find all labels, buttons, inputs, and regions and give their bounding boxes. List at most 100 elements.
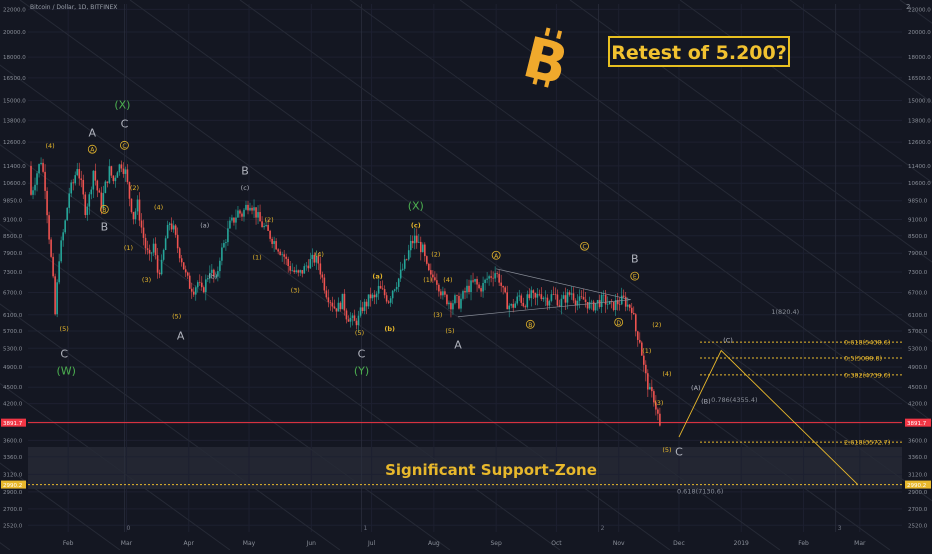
level-label: 0.382(4739.0) — [844, 371, 890, 379]
y-tick-label-right: 15000.0 — [908, 99, 931, 105]
candle-body — [534, 292, 537, 298]
candle-body — [88, 194, 91, 207]
wave-label: (X) — [408, 199, 424, 212]
candle-body — [395, 286, 398, 290]
candle-body — [86, 206, 89, 216]
candle-body — [166, 224, 169, 239]
candle-body — [608, 301, 611, 305]
candle-body — [219, 260, 221, 272]
wave-label: (2) — [130, 184, 139, 192]
candle-body — [446, 294, 448, 305]
candle-body — [327, 297, 330, 303]
candle-body — [124, 169, 127, 174]
wave-label: (W) — [56, 364, 75, 377]
wave-label-circle — [525, 319, 535, 329]
candle-body — [194, 287, 197, 295]
candle-body — [269, 230, 271, 239]
wave-label-circle — [87, 144, 97, 154]
candle-body — [237, 210, 239, 218]
candle-body — [448, 302, 450, 305]
candle-body — [178, 248, 181, 259]
candle-body — [74, 175, 77, 184]
candle-body — [38, 164, 40, 174]
x-tick-label: Nov — [613, 540, 625, 547]
candle-body — [532, 290, 535, 293]
candle-body — [568, 292, 571, 295]
candle-body — [452, 303, 454, 310]
candle-body — [345, 310, 348, 320]
candle-body — [257, 212, 259, 218]
candle-body — [136, 199, 139, 212]
y-tick-label-left: 3600.0 — [3, 438, 23, 444]
candle-body — [309, 259, 312, 269]
x-tick-label: Apr — [184, 540, 195, 547]
candle-body — [84, 194, 87, 216]
candle-body — [108, 166, 111, 183]
candle-body — [144, 237, 147, 249]
candle-body — [586, 301, 589, 309]
axis-price-tag-label: 3891.7 — [3, 421, 23, 427]
wave-label: B — [631, 252, 639, 265]
candle-body — [516, 296, 519, 304]
candle-body — [301, 270, 304, 274]
candle-body — [331, 302, 334, 307]
y-tick-label-right: 5700.0 — [908, 329, 928, 335]
candle-body — [651, 386, 653, 392]
candle-body — [48, 215, 50, 240]
candle-body — [417, 241, 420, 243]
wave-label: (Y) — [354, 364, 369, 377]
wave-label: C — [122, 143, 126, 150]
candle-body — [231, 217, 233, 221]
y-tick-label-left: 12600.0 — [3, 140, 26, 146]
candle-body — [104, 181, 107, 194]
candle-body — [450, 302, 452, 310]
candle-body — [184, 269, 187, 273]
candle-body — [343, 293, 346, 311]
y-tick-label-left: 8500.0 — [3, 234, 23, 240]
candle-body — [620, 295, 623, 305]
y-tick-label-left: 11400.0 — [3, 164, 26, 170]
candle-body — [554, 294, 557, 295]
wave-label: (a) — [200, 222, 209, 230]
candle-body — [190, 288, 193, 292]
wave-label: (a) — [372, 273, 382, 281]
candle-body — [146, 248, 149, 250]
candle-body — [480, 288, 482, 292]
x-tick-label: Feb — [63, 540, 74, 547]
y-tick-label-right: 6700.0 — [908, 290, 928, 296]
candle-body — [249, 207, 251, 211]
candle-body — [203, 287, 205, 293]
candle-body — [46, 190, 48, 216]
candle-body — [405, 259, 408, 260]
y-tick-label-right: 4500.0 — [908, 385, 928, 391]
diagonal-line — [569, 0, 932, 263]
candle-body — [311, 254, 314, 260]
wave-label: (5) — [445, 327, 454, 335]
y-tick-label-right: 16500.0 — [908, 76, 931, 82]
wave-label: (1) — [423, 276, 432, 284]
candle-body — [643, 355, 645, 365]
candle-body — [460, 298, 462, 309]
y-tick-label-left: 9100.0 — [3, 218, 23, 224]
y-tick-label-left: 22000.0 — [3, 7, 26, 13]
candle-body — [245, 204, 247, 210]
wave-label: (2) — [264, 216, 273, 224]
candle-body — [361, 307, 364, 312]
wave-label: B — [528, 322, 532, 329]
y-tick-label-left: 7300.0 — [3, 270, 23, 276]
candle-body — [514, 303, 517, 308]
candle-body — [576, 300, 579, 306]
y-tick-label-left: 18000.0 — [3, 55, 26, 61]
candle-body — [138, 199, 141, 221]
candle-body — [114, 177, 117, 182]
diagonal-line — [0, 382, 231, 551]
candle-body — [118, 164, 121, 173]
diagonal-line — [0, 64, 671, 551]
candle-body — [616, 300, 619, 305]
candle-body — [154, 243, 157, 256]
candle-body — [30, 165, 32, 195]
candle-body — [349, 317, 352, 322]
candle-body — [564, 295, 567, 303]
candle-body — [498, 273, 500, 283]
